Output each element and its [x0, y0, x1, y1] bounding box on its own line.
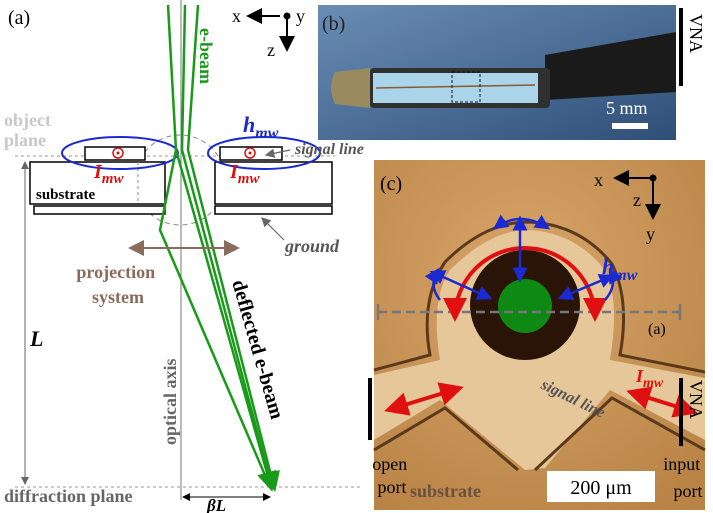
axis-label: z	[633, 190, 641, 210]
sub: mw	[614, 267, 637, 284]
line: open	[372, 454, 407, 474]
axis-label: x	[232, 6, 241, 26]
panel-label: (c)	[380, 173, 402, 195]
ground-label: ground	[284, 236, 340, 256]
beam-spot	[498, 279, 552, 333]
axis-label: x	[594, 170, 603, 190]
panel-c: (c) x z y hmw (a) Imw signal line VNA op…	[370, 160, 706, 510]
sub: mw	[238, 171, 261, 187]
substrate-label: substrate	[410, 481, 481, 501]
panel-b: (b) 5 mm VNA	[318, 5, 706, 140]
deflection-label: βL	[206, 496, 226, 513]
panel-label: (a)	[8, 7, 30, 29]
diffraction-plane-label: diffraction plane	[4, 486, 133, 506]
figure: (a) x y z e-beam object plane hmw signal…	[0, 0, 713, 513]
base: h	[602, 254, 614, 279]
line: port	[378, 477, 407, 497]
scale-bar	[612, 123, 648, 129]
sub: mw	[255, 125, 278, 142]
axis-origin	[650, 175, 657, 182]
axis-label: y	[646, 224, 655, 244]
sub: mw	[643, 376, 664, 391]
optical-axis-label: optical axis	[160, 358, 180, 445]
vna-label: VNA	[686, 14, 706, 53]
line: port	[674, 481, 703, 501]
panel-a: (a) x y z e-beam object plane hmw signal…	[4, 0, 364, 513]
base: h	[243, 112, 255, 137]
object-plane-label: object plane	[4, 110, 55, 150]
ground-left	[34, 206, 165, 214]
sub: mw	[102, 171, 125, 187]
panel-label: (b)	[322, 13, 345, 35]
axis-label: y	[296, 6, 305, 26]
current-symbol	[117, 152, 120, 155]
line: input	[663, 454, 700, 474]
axis-label: z	[267, 40, 275, 60]
beam	[182, 5, 272, 487]
line: system	[92, 287, 144, 307]
axis-origin	[284, 13, 291, 20]
line: plane	[4, 130, 46, 150]
line: object	[4, 110, 51, 130]
scale-label: 5 mm	[606, 98, 648, 118]
inset-ref: (a)	[648, 321, 666, 338]
beam-label: e-beam	[196, 28, 216, 84]
page: (a) x y z e-beam object plane hmw signal…	[0, 0, 713, 513]
current-symbol	[249, 152, 252, 155]
projection-label: projection system	[76, 262, 159, 307]
length-label: L	[29, 326, 43, 351]
signal-line-label: signal line	[294, 141, 364, 158]
probe-tip	[331, 68, 370, 108]
vna-label: VNA	[686, 380, 706, 419]
line: projection	[76, 262, 155, 282]
scale-label: 200 μm	[570, 477, 632, 499]
substrate-label: substrate	[36, 187, 96, 203]
pointer	[262, 218, 284, 240]
ground-right	[215, 206, 332, 214]
